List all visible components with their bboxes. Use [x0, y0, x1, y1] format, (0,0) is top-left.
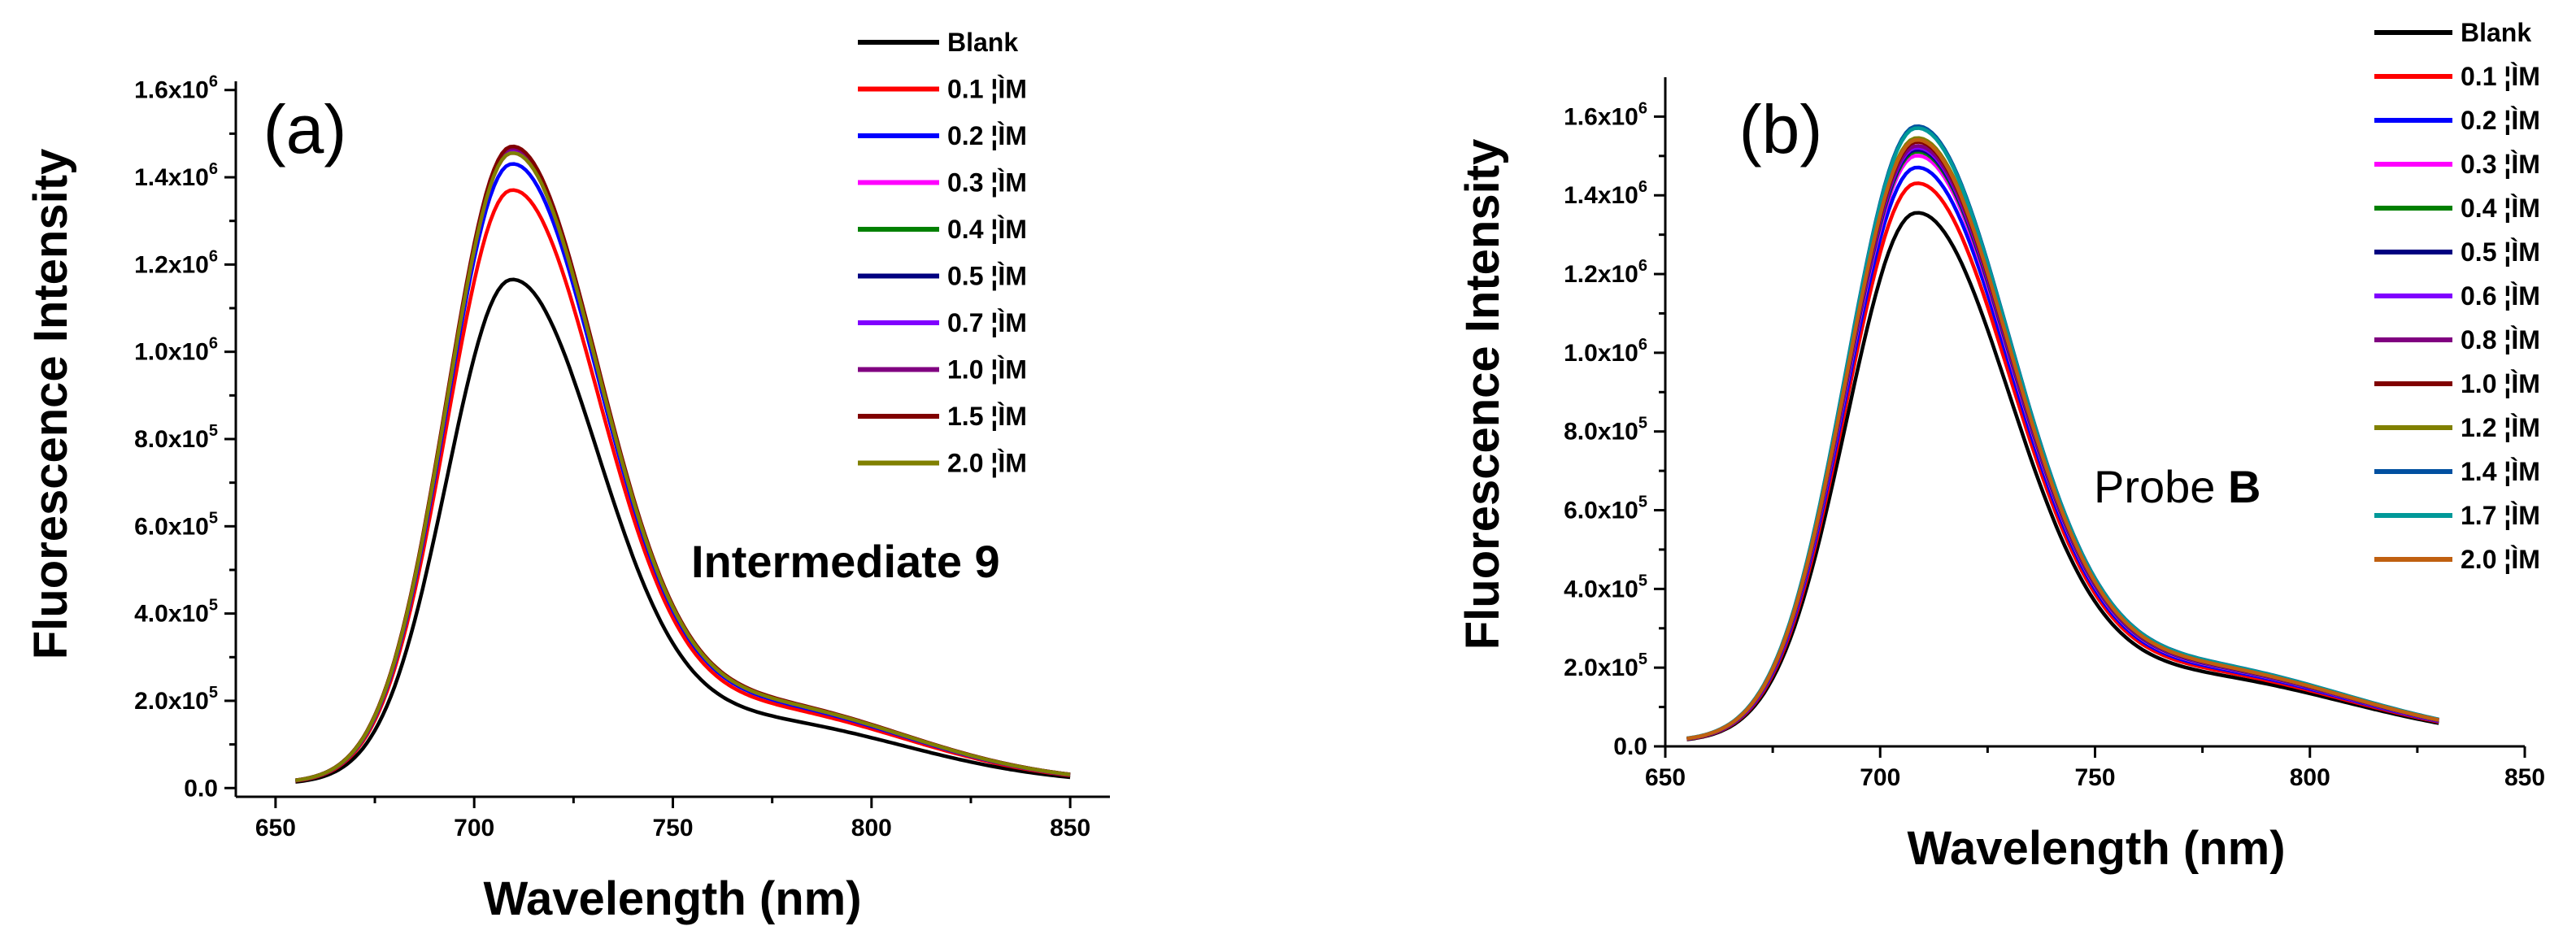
series-line: [1686, 165, 2439, 741]
y-tick-label: 6.0x105: [134, 509, 218, 540]
series-line: [1686, 136, 2439, 741]
legend-label: 2.0 ¦ÌM: [947, 449, 1027, 478]
legend-label: 1.7 ¦ÌM: [2461, 501, 2540, 530]
x-tick-label: 650: [255, 815, 296, 841]
x-tick-label: 750: [652, 815, 693, 841]
x-tick-label: 800: [2290, 764, 2330, 791]
panel-label: (a): [263, 91, 347, 167]
legend-label: 0.6 ¦ÌM: [2461, 281, 2540, 311]
x-tick-label: 850: [1050, 815, 1090, 841]
series-line: [1686, 137, 2439, 741]
y-tick-label: 8.0x105: [134, 422, 218, 453]
panel-label: (b): [1739, 91, 1823, 167]
series-line: [1686, 126, 2439, 741]
series-line: [1686, 211, 2439, 741]
legend-label: 1.2 ¦ÌM: [2461, 413, 2540, 442]
series-line: [1686, 147, 2439, 741]
legend: Blank 0.1 ¦ÌM 0.2 ¦ÌM 0.3 ¦ÌM 0.4 ¦ÌM 0.5 ¦ÌM…: [2374, 18, 2540, 574]
panel-b: 650 700 750 800 850 0.0 2.0x105 4.0x105 6.0x105 8…: [1456, 18, 2545, 875]
y-tick-label: 1.6x106: [134, 73, 218, 104]
series-line: [1686, 154, 2439, 741]
legend-label: 0.1 ¦ÌM: [2461, 62, 2540, 91]
legend-label: 0.3 ¦ÌM: [2461, 150, 2540, 179]
x-tick-label: 850: [2504, 764, 2545, 791]
legend-label: 2.0 ¦ÌM: [2461, 545, 2540, 574]
series-line: [1686, 181, 2439, 741]
series-line: [1686, 124, 2439, 741]
x-tick-label: 700: [1860, 764, 1900, 791]
y-tick-label: 1.2x106: [134, 247, 218, 278]
series-lines: [1686, 124, 2439, 741]
panel-a: 650 700 750 800 850 0.0 2.0x105 4.0x105 6.0x105 8…: [24, 28, 1110, 925]
legend: Blank 0.1 ¦ÌM 0.2 ¦ÌM 0.3 ¦ÌM 0.4 ¦ÌM 0.5 ¦ÌM…: [858, 28, 1027, 478]
series-line: [295, 277, 1071, 784]
x-tick-label: 650: [1645, 764, 1686, 791]
y-tick-label: 1.2x106: [1564, 257, 1647, 288]
series-line: [1686, 144, 2439, 741]
legend-label: 0.5 ¦ÌM: [2461, 237, 2540, 267]
legend-label: 0.3 ¦ÌM: [947, 168, 1027, 198]
series-line: [294, 150, 1071, 783]
legend-label: 0.4 ¦ÌM: [2461, 194, 2540, 223]
legend-label: Blank: [2461, 18, 2531, 47]
x-tick-label: 800: [851, 815, 892, 841]
y-tick-label: 1.0x106: [1564, 336, 1647, 367]
y-tick-label: 2.0x105: [134, 684, 218, 715]
y-axis-title: Fluorescence Intensity: [1456, 139, 1509, 650]
x-tick-label: 750: [2074, 764, 2115, 791]
legend-label: 1.5 ¦ÌM: [947, 402, 1027, 431]
series-lines: [294, 144, 1071, 784]
x-tick-label: 700: [454, 815, 494, 841]
y-tick-label: 1.4x106: [134, 160, 218, 191]
y-tick-label: 1.4x106: [1564, 178, 1647, 209]
x-axis-title: Wavelength (nm): [1907, 822, 2285, 875]
legend-label: 1.4 ¦ÌM: [2461, 457, 2540, 486]
legend-label: 1.0 ¦ÌM: [947, 355, 1027, 385]
y-tick-label: 2.0x105: [1564, 650, 1647, 681]
legend-label: 0.5 ¦ÌM: [947, 262, 1027, 291]
y-tick-label: 4.0x105: [1564, 572, 1647, 602]
legend-label: 0.1 ¦ÌM: [947, 75, 1027, 104]
y-tick-label: 1.6x106: [1564, 99, 1647, 130]
x-axis-title: Wavelength (nm): [483, 872, 861, 925]
y-tick-label: 6.0x105: [1564, 494, 1647, 524]
legend-label: 0.2 ¦ÌM: [947, 121, 1027, 150]
legend-label: 0.7 ¦ÌM: [947, 308, 1027, 337]
legend-label: 1.0 ¦ÌM: [2461, 369, 2540, 398]
y-tick-label: 0.0: [1613, 733, 1647, 760]
legend-label: 0.8 ¦ÌM: [2461, 325, 2540, 354]
legend-label: 0.4 ¦ÌM: [947, 215, 1027, 244]
y-tick-label: 8.0x105: [1564, 415, 1647, 446]
panel-annotation: Probe B: [2094, 461, 2261, 512]
legend-label: Blank: [947, 28, 1018, 57]
y-tick-label: 0.0: [184, 775, 218, 802]
y-tick-label: 4.0x105: [134, 597, 218, 628]
series-line: [1686, 146, 2439, 741]
series-line: [1686, 150, 2439, 741]
y-axis-title: Fluorescence Intensity: [24, 149, 77, 660]
legend-label: 0.2 ¦ÌM: [2461, 106, 2540, 135]
y-tick-label: 1.0x106: [134, 335, 218, 366]
panel-annotation: Intermediate 9: [691, 536, 1000, 587]
series-line: [1686, 140, 2439, 741]
